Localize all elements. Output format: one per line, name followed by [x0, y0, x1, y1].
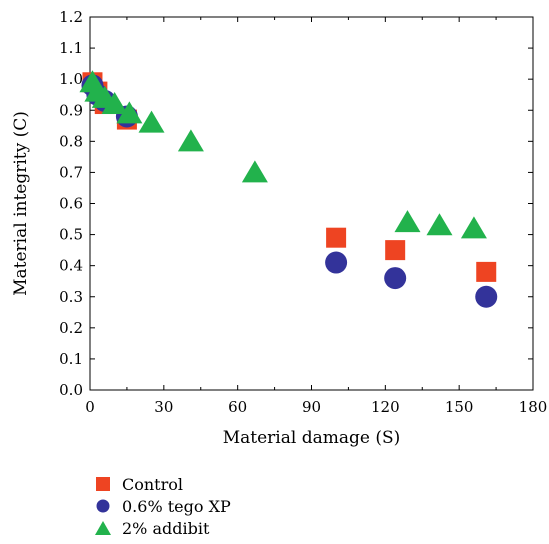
- data-point-triangle: [241, 160, 268, 183]
- data-point-triangle: [460, 216, 487, 239]
- legend-label: 2% addibit: [122, 518, 210, 538]
- y-axis-title: Material integrity (C): [11, 111, 31, 296]
- legend-label: Control: [122, 474, 184, 494]
- y-tick-label: 0.7: [59, 163, 83, 181]
- data-point-square: [326, 227, 347, 248]
- x-tick-label: 30: [154, 398, 173, 416]
- square-marker-icon: [92, 477, 114, 491]
- plot-area: 0 30 60 90 120 150 180 0.0 0.1 0.2 0.3 0.4 0.5 0.6 0.7…: [11, 8, 547, 448]
- data-point-triangle: [426, 213, 453, 236]
- y-tick-label: 1.2: [59, 8, 83, 26]
- legend: Control 0.6% tego XP 2% addibit: [92, 473, 231, 539]
- data-point-square: [476, 261, 497, 282]
- y-tick-label: 1.0: [59, 70, 83, 88]
- circle-marker-icon: [92, 499, 114, 513]
- legend-item-control: Control: [92, 473, 231, 495]
- y-tick-label: 1.1: [59, 39, 83, 57]
- y-tick-label: 0.5: [59, 226, 83, 244]
- data-point-triangle: [138, 110, 165, 133]
- series-0: [82, 72, 497, 282]
- series-1: [81, 74, 498, 308]
- data-point-triangle: [101, 92, 128, 115]
- x-tick-label: 0: [85, 398, 95, 416]
- data-point-triangle: [116, 101, 143, 124]
- data-point-circle: [475, 285, 498, 308]
- x-tick-label: 60: [228, 398, 247, 416]
- x-tick-label: 120: [371, 398, 400, 416]
- y-tick-label: 0.4: [59, 257, 83, 275]
- y-tick-label: 0.9: [59, 101, 83, 119]
- plot-frame: [89, 16, 534, 391]
- x-tick-label: 90: [302, 398, 321, 416]
- legend-label: 0.6% tego XP: [122, 496, 231, 516]
- legend-item-addibit: 2% addibit: [92, 517, 231, 539]
- x-axis-title: Material damage (S): [223, 428, 401, 448]
- series-2: [79, 70, 487, 239]
- triangle-marker-icon: [92, 521, 114, 535]
- y-tick-label: 0.6: [59, 195, 83, 213]
- scatter-chart: 0 30 60 90 120 150 180 0.0 0.1 0.2 0.3 0.4 0.5 0.6 0.7…: [11, 8, 547, 448]
- legend-item-tego: 0.6% tego XP: [92, 495, 231, 517]
- y-tick-label: 0.0: [59, 381, 83, 399]
- data-point-triangle: [394, 210, 421, 233]
- data-point-circle: [384, 267, 407, 290]
- data-point-circle: [325, 251, 348, 274]
- data-point-square: [385, 240, 406, 261]
- data-point-triangle: [177, 129, 204, 152]
- x-tick-label: 150: [445, 398, 474, 416]
- x-tick-label: 180: [519, 398, 548, 416]
- y-tick-label: 0.8: [59, 132, 83, 150]
- y-tick-label: 0.1: [59, 350, 83, 368]
- y-tick-label: 0.2: [59, 319, 83, 337]
- y-tick-label: 0.3: [59, 288, 83, 306]
